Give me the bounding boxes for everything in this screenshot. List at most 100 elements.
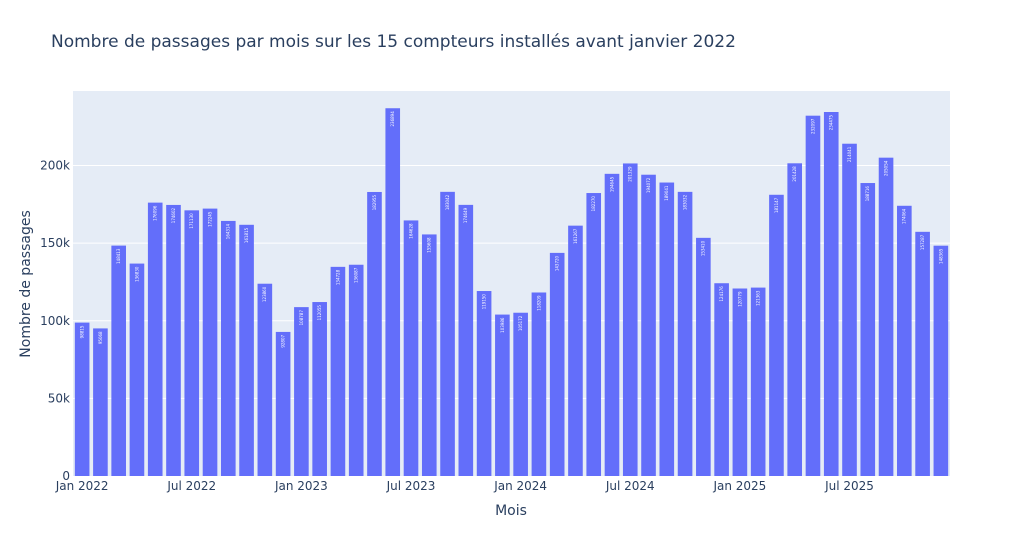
x-axis-ticks: Jan 2022 Jul 2022 Jan 2023 Jul 2023 Jan 2024…	[55, 479, 874, 493]
bar-data-label: 171130	[189, 213, 194, 229]
x-tick-label: Jan 2025	[712, 479, 766, 493]
x-tick-label: Jan 2024	[493, 479, 547, 493]
bar	[220, 220, 236, 476]
gridlines	[73, 165, 950, 399]
bar-data-label: 118209	[536, 295, 541, 311]
bar-data-label: 112055	[317, 305, 322, 321]
bar-data-label: 183042	[445, 194, 450, 210]
bar	[622, 163, 638, 476]
x-tick-label: Jan 2023	[274, 479, 328, 493]
bar	[696, 237, 711, 476]
y-tick-label: 50k	[48, 391, 70, 405]
bar-data-label: 108787	[299, 310, 304, 326]
bar-data-label: 157287	[920, 234, 925, 250]
plot-area	[73, 91, 950, 476]
bar	[568, 225, 583, 476]
bar-data-label: 188716	[865, 186, 870, 202]
bar-data-label: 123860	[262, 286, 267, 302]
bar	[531, 292, 547, 476]
bar	[421, 234, 437, 476]
x-tick-label: Jul 2025	[824, 479, 874, 493]
bar	[367, 191, 382, 477]
bar	[129, 263, 145, 476]
bar	[111, 245, 126, 476]
bar	[933, 245, 949, 476]
bar-data-label: 201329	[628, 166, 633, 182]
bar	[842, 143, 857, 476]
bar-data-label: 143720	[555, 255, 560, 271]
bar-data-label: 155608	[427, 237, 432, 253]
y-tick-label: 100k	[40, 314, 70, 328]
y-axis-ticks: 0 50k 100k 150k 200k	[40, 159, 70, 483]
bar-data-label: 172245	[207, 211, 212, 227]
bar	[184, 210, 200, 476]
bar-data-label: 174649	[463, 207, 468, 223]
bar	[275, 331, 291, 476]
bar-data-label: 201428	[792, 166, 797, 182]
chart-title: Nombre de passages par mois sur les 15 c…	[51, 32, 736, 52]
bar	[513, 312, 528, 476]
bars	[74, 108, 949, 477]
bar	[403, 220, 419, 476]
bar	[476, 291, 492, 476]
bar-data-label: 182955	[372, 195, 377, 211]
y-tick-label: 0	[62, 469, 70, 483]
bar-data-label: 164628	[408, 223, 413, 239]
bar-data-label: 98815	[80, 325, 85, 338]
bar	[769, 194, 784, 476]
bar-data-label: 181147	[774, 197, 779, 213]
bar	[166, 204, 181, 476]
bar	[74, 322, 90, 476]
bar	[458, 204, 474, 476]
bar	[330, 266, 346, 476]
bar-data-label: 176096	[153, 205, 158, 221]
x-tick-label: Jul 2024	[605, 479, 655, 493]
bar-data-label: 182270	[591, 196, 596, 212]
bar-data-label: 148365	[938, 248, 943, 264]
bar	[440, 191, 455, 476]
bar-data-label: 95068	[98, 331, 103, 344]
bar-labels: 98815 95068 148413 136830 176096 174602 171130…	[80, 111, 944, 348]
bar-data-label: 189041	[664, 185, 669, 201]
bar	[659, 182, 675, 476]
bar	[897, 205, 912, 476]
bar	[641, 174, 656, 476]
bar-data-label: 236894	[390, 111, 395, 127]
bar-data-label: 174602	[171, 207, 176, 223]
bar-data-label: 161267	[573, 228, 578, 244]
y-tick-label: 200k	[40, 159, 70, 173]
bar	[93, 328, 108, 476]
bar	[860, 183, 876, 476]
bar	[732, 288, 748, 476]
bar-data-label: 120779	[737, 291, 742, 307]
bar	[312, 302, 327, 476]
bar-data-label: 205054	[883, 160, 888, 176]
bar	[787, 163, 803, 477]
bar-data-label: 148413	[116, 248, 121, 264]
x-tick-label: Jul 2023	[386, 479, 436, 493]
bar	[294, 307, 309, 476]
bar-data-label: 134728	[335, 269, 340, 285]
bar-data-label: 124176	[719, 286, 724, 302]
bar-data-label: 153410	[701, 240, 706, 256]
y-axis-title: Nombre de passages	[18, 210, 34, 357]
bar-data-label: 103986	[500, 317, 505, 333]
bar-data-label: 214041	[847, 146, 852, 162]
bar	[915, 231, 930, 476]
bar	[823, 112, 839, 476]
bar-data-label: 164314	[226, 223, 231, 239]
bar	[714, 283, 729, 476]
bar	[549, 252, 565, 476]
bar-data-label: 92807	[281, 334, 286, 347]
x-tick-label: Jul 2022	[166, 479, 216, 493]
bar	[239, 224, 254, 476]
bar-data-label: 234475	[829, 115, 834, 131]
bar-data-label: 119150	[481, 294, 486, 310]
bar	[677, 191, 693, 477]
y-tick-label: 150k	[40, 236, 70, 250]
bar-data-label: 136830	[134, 266, 139, 282]
bar-data-label: 121363	[756, 290, 761, 306]
bar-data-label: 136087	[354, 267, 359, 283]
bar-data-label: 105172	[518, 315, 523, 331]
